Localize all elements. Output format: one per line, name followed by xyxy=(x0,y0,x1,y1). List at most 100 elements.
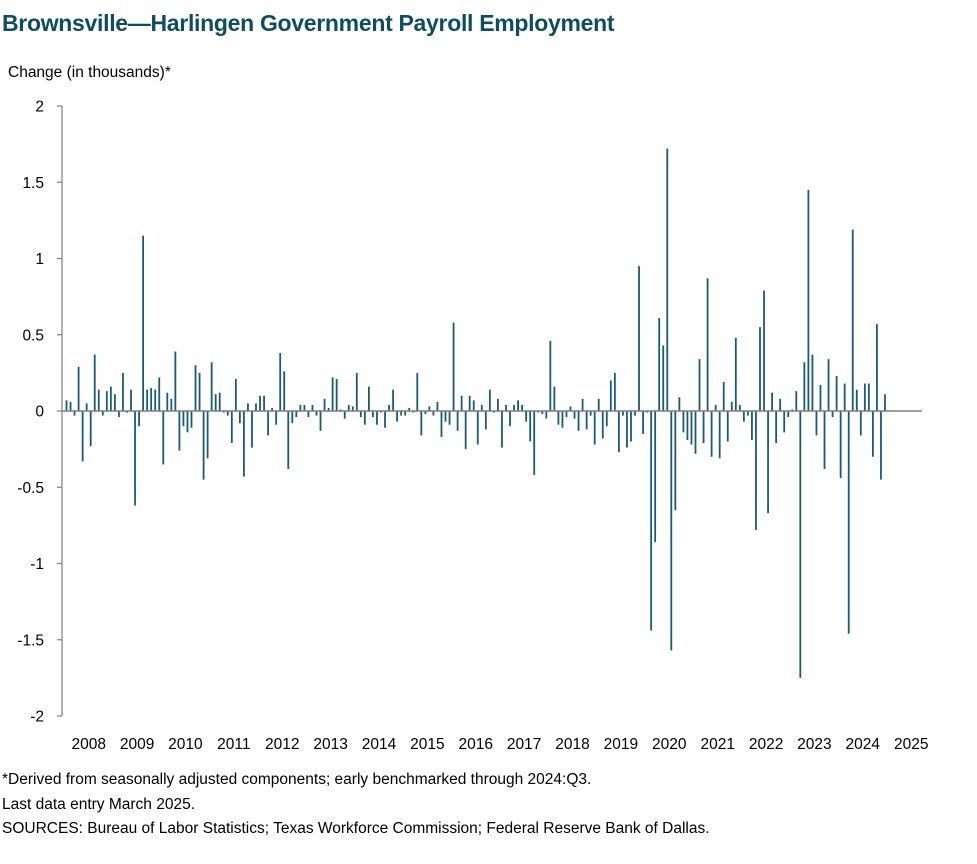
bar xyxy=(380,411,382,413)
bar xyxy=(759,327,761,412)
bar xyxy=(533,411,536,476)
x-tick-label: 2019 xyxy=(604,736,638,753)
bar xyxy=(166,392,169,411)
x-tick-label: 2012 xyxy=(265,736,299,753)
bar xyxy=(372,411,374,418)
bar xyxy=(492,411,495,413)
bar xyxy=(646,411,649,413)
bar xyxy=(388,404,390,411)
bar xyxy=(247,403,249,412)
bar xyxy=(444,411,447,422)
bar xyxy=(807,189,810,412)
axes-group xyxy=(57,105,922,717)
bar xyxy=(791,409,794,411)
bar xyxy=(170,398,173,411)
bar xyxy=(859,411,862,436)
y-tick-label: 0 xyxy=(35,404,44,421)
bar xyxy=(505,404,507,411)
bar xyxy=(448,411,451,425)
bar xyxy=(529,411,532,442)
bar xyxy=(194,365,197,411)
bar xyxy=(178,411,181,451)
bar xyxy=(222,411,225,413)
bar xyxy=(670,411,673,651)
bar xyxy=(368,386,370,411)
bar xyxy=(480,404,483,411)
bar xyxy=(118,411,120,418)
bar xyxy=(694,411,697,454)
bar xyxy=(509,411,511,427)
bar xyxy=(654,411,657,543)
y-tick-label: -0.5 xyxy=(17,480,44,497)
bar xyxy=(484,411,487,430)
bar xyxy=(593,411,596,445)
bar xyxy=(130,389,132,411)
bar xyxy=(404,411,407,416)
bar xyxy=(513,404,515,411)
footnote-last-entry: Last data entry March 2025. xyxy=(2,795,196,813)
bar xyxy=(855,389,858,411)
y-tick-labels: -2 -1.5 -1 -0.5 0 0.5 1 1.5 2 xyxy=(17,99,44,726)
bar xyxy=(843,383,846,411)
bar xyxy=(142,235,145,412)
chart-plot: -2-1.5-1-0.500.511.52 2008 2009 2010 2011 20… xyxy=(17,99,928,754)
bar xyxy=(230,411,233,444)
bar xyxy=(146,389,149,411)
bar xyxy=(541,411,544,415)
bar xyxy=(303,404,306,411)
x-tick-labels: 2008 2009 2010 2011 2012 2013 2014 2015 2016 2017… xyxy=(71,736,928,753)
bar xyxy=(307,411,310,418)
bar xyxy=(138,411,140,427)
bar xyxy=(751,411,753,440)
bar xyxy=(174,351,177,411)
bar xyxy=(630,411,632,442)
y-tick-label: 2 xyxy=(35,99,44,116)
bar xyxy=(702,411,705,444)
bar xyxy=(77,366,80,411)
bar xyxy=(113,394,116,411)
bar xyxy=(97,389,100,411)
bar xyxy=(327,407,330,411)
bar xyxy=(238,411,241,424)
bar xyxy=(863,383,866,411)
bar xyxy=(545,411,548,419)
bar xyxy=(734,337,737,411)
bar xyxy=(311,404,314,411)
bar xyxy=(601,411,604,439)
bar xyxy=(122,372,124,412)
bar xyxy=(718,411,721,459)
bar xyxy=(101,411,104,416)
bar xyxy=(767,411,769,514)
bar xyxy=(819,385,822,411)
bar xyxy=(714,404,717,411)
bar xyxy=(275,411,278,425)
y-tick-label: 1.5 xyxy=(22,175,44,192)
bar xyxy=(319,411,322,431)
bar xyxy=(436,401,439,411)
bars-group xyxy=(65,148,886,678)
bar xyxy=(666,148,669,411)
bar xyxy=(569,406,572,411)
bar xyxy=(468,395,471,411)
bar xyxy=(158,377,161,411)
bar xyxy=(359,411,362,418)
bar xyxy=(609,380,612,411)
bar xyxy=(597,398,600,411)
bar xyxy=(549,340,552,411)
bar xyxy=(880,411,882,480)
bar xyxy=(412,411,415,413)
bar xyxy=(416,372,419,412)
footnote-derived: *Derived from seasonally adjusted compon… xyxy=(2,771,592,788)
bar xyxy=(339,409,342,411)
bar xyxy=(408,407,411,411)
bar xyxy=(126,411,128,413)
bar xyxy=(747,411,749,416)
footnotes: *Derived from seasonally adjusted compon… xyxy=(2,768,710,842)
bar xyxy=(323,398,326,411)
bar xyxy=(730,401,733,411)
y-axis-label: Change (in thousands)* xyxy=(8,64,171,81)
bar xyxy=(85,403,88,412)
bar xyxy=(424,411,427,415)
bar xyxy=(642,411,644,434)
bar xyxy=(835,375,838,411)
